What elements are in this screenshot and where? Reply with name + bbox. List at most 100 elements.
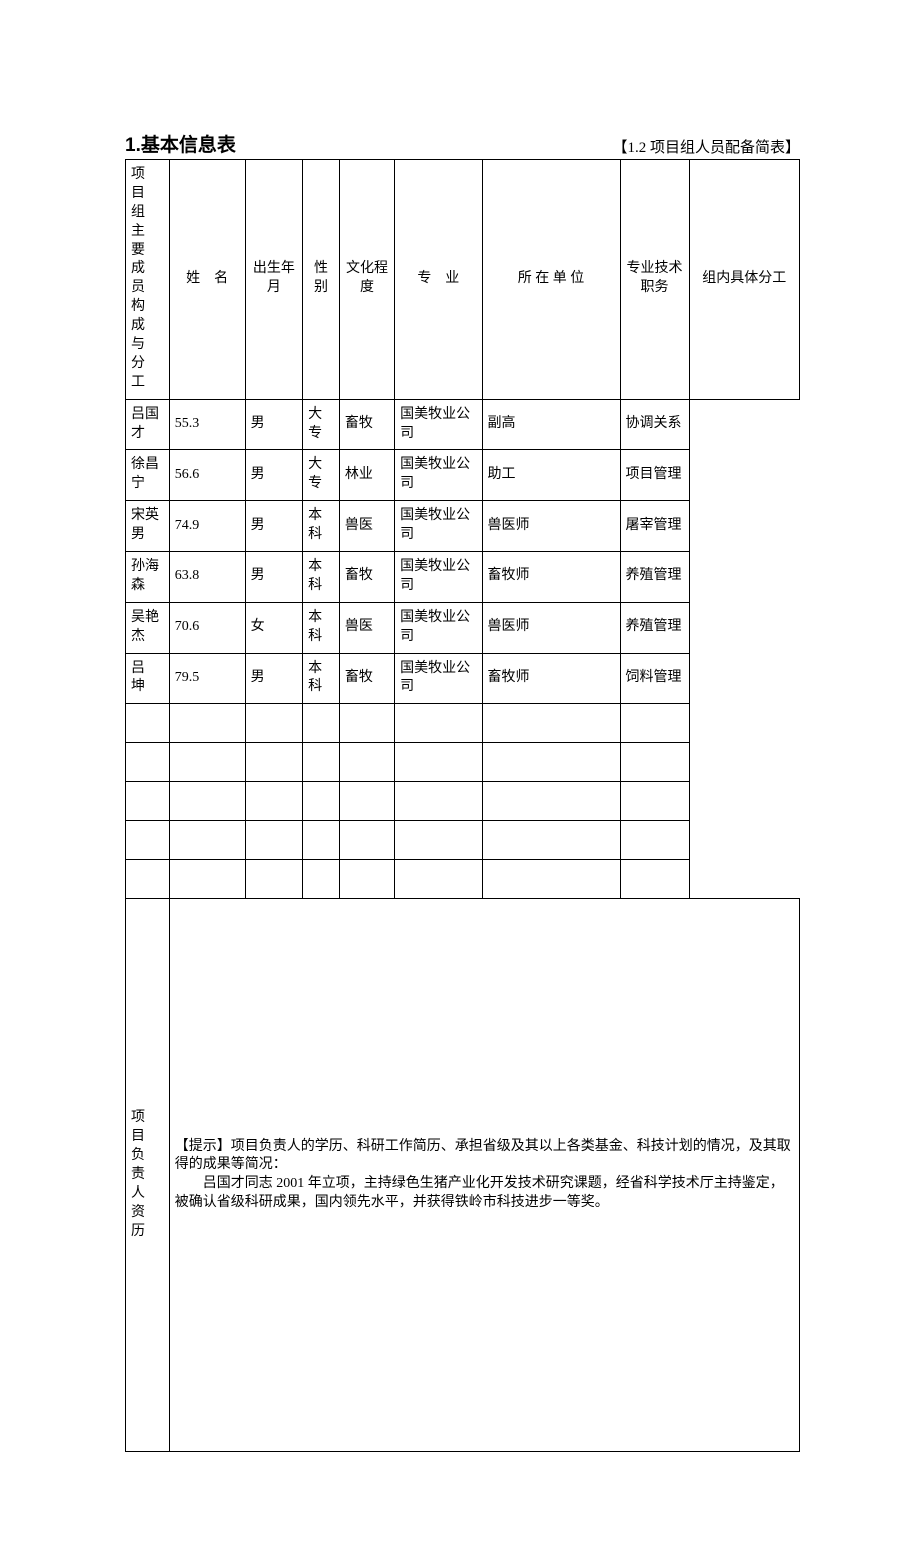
cell-empty <box>126 704 170 743</box>
cell-name: 孙海森 <box>126 552 170 603</box>
cell-empty <box>245 860 303 899</box>
cell-affiliation: 国美牧业公司 <box>395 602 482 653</box>
cell-affiliation: 国美牧业公司 <box>395 552 482 603</box>
cell-empty <box>395 704 482 743</box>
table-row-empty <box>126 860 800 899</box>
cell-title: 兽医师 <box>482 501 620 552</box>
cell-empty <box>339 743 394 782</box>
section-title: 1.基本信息表 <box>125 130 236 157</box>
cell-empty <box>303 743 340 782</box>
cell-affiliation: 国美牧业公司 <box>395 653 482 704</box>
cell-empty <box>303 860 340 899</box>
col-major: 专 业 <box>395 160 482 400</box>
cell-empty <box>126 860 170 899</box>
cell-role: 饲料管理 <box>620 653 689 704</box>
cell-empty <box>303 782 340 821</box>
cell-empty <box>482 782 620 821</box>
cell-gender: 男 <box>245 501 303 552</box>
cell-empty <box>169 821 245 860</box>
cell-empty <box>126 743 170 782</box>
cell-education: 大专 <box>303 399 340 450</box>
cell-birth: 79.5 <box>169 653 245 704</box>
table-row-empty <box>126 821 800 860</box>
cell-empty <box>620 704 689 743</box>
cell-major: 畜牧 <box>339 653 394 704</box>
cell-name: 吴艳杰 <box>126 602 170 653</box>
cell-affiliation: 国美牧业公司 <box>395 450 482 501</box>
leader-resume-row: 项目负责人资历 【提示】项目负责人的学历、科研工作简历、承担省级及其以上各类基金… <box>126 899 800 1452</box>
cell-major: 兽医 <box>339 501 394 552</box>
cell-role: 养殖管理 <box>620 552 689 603</box>
col-birth: 出生年月 <box>245 160 303 400</box>
cell-empty <box>245 782 303 821</box>
cell-gender: 男 <box>245 399 303 450</box>
cell-role: 屠宰管理 <box>620 501 689 552</box>
col-affiliation: 所 在 单 位 <box>482 160 620 400</box>
col-title: 专业技术职务 <box>620 160 689 400</box>
cell-education: 本科 <box>303 602 340 653</box>
table-row-empty <box>126 743 800 782</box>
cell-name: 吕国才 <box>126 399 170 450</box>
cell-birth: 70.6 <box>169 602 245 653</box>
cell-empty <box>126 782 170 821</box>
table-row: 徐昌宁56.6男大专林业国美牧业公司助工项目管理 <box>126 450 800 501</box>
cell-empty <box>395 821 482 860</box>
cell-role: 养殖管理 <box>620 602 689 653</box>
cell-empty <box>169 743 245 782</box>
cell-gender: 男 <box>245 552 303 603</box>
cell-education: 大专 <box>303 450 340 501</box>
cell-name: 宋英男 <box>126 501 170 552</box>
cell-empty <box>482 743 620 782</box>
cell-title: 畜牧师 <box>482 552 620 603</box>
header-row: 1.基本信息表 【1.2 项目组人员配备简表】 <box>125 130 800 157</box>
cell-empty <box>245 821 303 860</box>
cell-empty <box>395 743 482 782</box>
cell-name: 吕 坤 <box>126 653 170 704</box>
cell-role: 项目管理 <box>620 450 689 501</box>
cell-empty <box>303 704 340 743</box>
cell-birth: 55.3 <box>169 399 245 450</box>
cell-empty <box>482 860 620 899</box>
cell-education: 本科 <box>303 552 340 603</box>
cell-empty <box>339 704 394 743</box>
cell-empty <box>395 860 482 899</box>
cell-birth: 56.6 <box>169 450 245 501</box>
leader-resume-cell: 【提示】项目负责人的学历、科研工作简历、承担省级及其以上各类基金、科技计划的情况… <box>169 899 799 1452</box>
table-row: 吴艳杰70.6女本科兽医国美牧业公司兽医师养殖管理 <box>126 602 800 653</box>
cell-empty <box>126 821 170 860</box>
table-row: 吕 坤79.5男本科畜牧国美牧业公司畜牧师饲料管理 <box>126 653 800 704</box>
table-row-empty <box>126 782 800 821</box>
members-section-label: 项目组主要成员构成与分工 <box>126 160 170 400</box>
cell-empty <box>620 821 689 860</box>
cell-education: 本科 <box>303 501 340 552</box>
cell-empty <box>482 821 620 860</box>
cell-birth: 63.8 <box>169 552 245 603</box>
leader-section-label: 项目负责人资历 <box>126 899 170 1452</box>
cell-affiliation: 国美牧业公司 <box>395 399 482 450</box>
cell-empty <box>169 704 245 743</box>
cell-empty <box>303 821 340 860</box>
cell-affiliation: 国美牧业公司 <box>395 501 482 552</box>
cell-empty <box>245 743 303 782</box>
cell-role: 协调关系 <box>620 399 689 450</box>
cell-empty <box>620 782 689 821</box>
col-gender: 性别 <box>303 160 340 400</box>
col-name: 姓 名 <box>169 160 245 400</box>
cell-major: 兽医 <box>339 602 394 653</box>
cell-empty <box>339 860 394 899</box>
cell-title: 副高 <box>482 399 620 450</box>
members-header-row: 项目组主要成员构成与分工 姓 名 出生年月 性别 文化程度 专 业 所 在 单 … <box>126 160 800 400</box>
cell-gender: 女 <box>245 602 303 653</box>
table-row: 吕国才55.3男大专畜牧国美牧业公司副高协调关系 <box>126 399 800 450</box>
cell-empty <box>169 860 245 899</box>
subtable-title: 【1.2 项目组人员配备简表】 <box>612 136 800 157</box>
cell-empty <box>620 743 689 782</box>
cell-title: 畜牧师 <box>482 653 620 704</box>
table-row: 宋英男74.9男本科兽医国美牧业公司兽医师屠宰管理 <box>126 501 800 552</box>
cell-birth: 74.9 <box>169 501 245 552</box>
cell-education: 本科 <box>303 653 340 704</box>
cell-major: 畜牧 <box>339 552 394 603</box>
cell-name: 徐昌宁 <box>126 450 170 501</box>
resume-body: 吕国才同志 2001 年立项，主持绿色生猪产业化开发技术研究课题，经省科学技术厅… <box>175 1175 794 1213</box>
resume-hint: 【提示】项目负责人的学历、科研工作简历、承担省级及其以上各类基金、科技计划的情况… <box>175 1138 794 1176</box>
